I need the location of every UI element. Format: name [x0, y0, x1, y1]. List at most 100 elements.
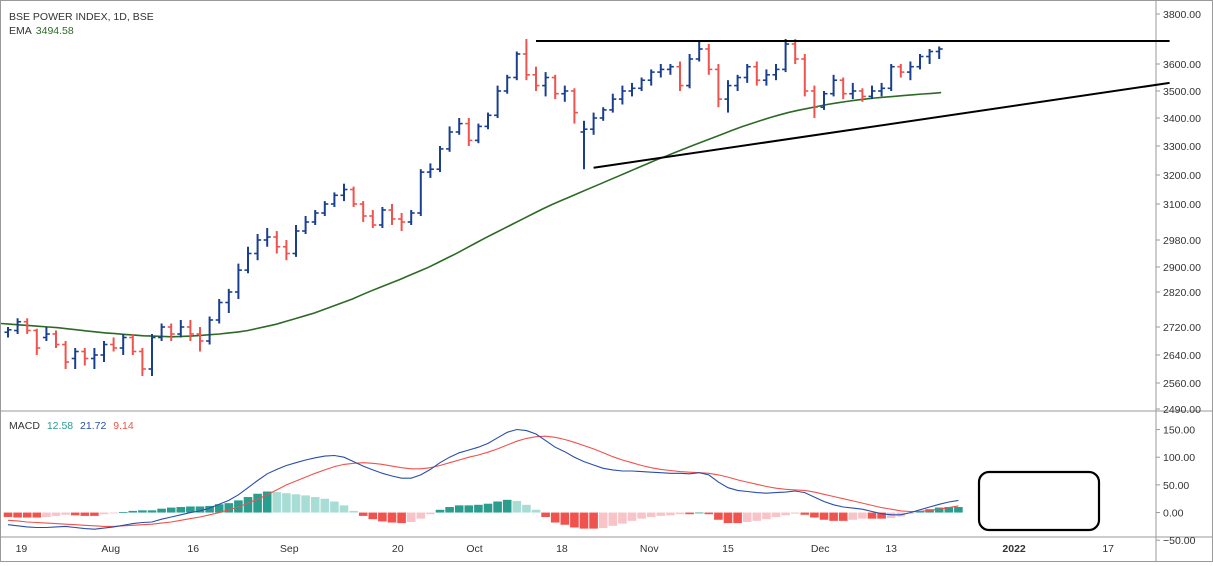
macd-histogram-bar — [80, 512, 90, 516]
ohlc-bar — [666, 64, 674, 75]
macd-histogram-bar — [397, 512, 406, 524]
ohlc-bar — [714, 64, 722, 108]
macd-histogram-bar — [666, 512, 675, 516]
macd-histogram-bar — [61, 512, 70, 515]
macd-histogram-bar — [934, 507, 944, 513]
ohlc-bar — [177, 320, 185, 338]
macd-line — [7, 428, 959, 530]
ohlc-bar — [263, 228, 271, 247]
ohlc-bar — [350, 186, 358, 207]
ohlc-bar — [839, 77, 847, 100]
macd-histogram-bar — [157, 508, 166, 513]
time-tick-label: 17 — [1102, 543, 1114, 555]
macd-histogram-bar — [42, 512, 51, 517]
macd-tick-label: −50.00 — [1163, 535, 1196, 547]
macd-histogram-bar — [416, 512, 426, 519]
ema-value: 3494.58 — [35, 25, 74, 37]
time-tick-label: 19 — [16, 543, 28, 555]
ohlc-bar — [676, 61, 684, 91]
macd-histogram-bar — [406, 512, 416, 522]
macd-histogram-bar — [186, 506, 195, 513]
ohlc-bar — [542, 72, 550, 97]
macd-histogram-bar — [445, 507, 454, 513]
macd-histogram-bar — [954, 507, 963, 513]
ohlc-bar — [734, 74, 742, 91]
ohlc-bar — [158, 323, 166, 341]
time-tick-label: Sep — [280, 543, 299, 555]
macd-legend: MACD 12.58 21.72 9.14 — [9, 419, 138, 433]
macd-histogram-bar — [608, 512, 618, 526]
ohlc-bar — [849, 82, 857, 100]
macd-hist-value: 12.58 — [46, 420, 74, 432]
macd-histogram-bar — [848, 512, 858, 520]
ohlc-bar — [234, 263, 242, 299]
macd-histogram-bar — [13, 512, 22, 518]
time-tick-label: Aug — [101, 543, 120, 555]
price-tick-label: 2640.00 — [1163, 350, 1201, 362]
ohlc-bar — [225, 288, 233, 313]
macd-histogram-bar — [262, 491, 272, 513]
macd-histogram-bar — [829, 512, 838, 521]
macd-histogram-bar — [378, 512, 387, 522]
macd-histogram-bar — [70, 512, 80, 516]
macd-histogram-bar — [598, 512, 608, 529]
macd-histogram-bar — [925, 509, 934, 513]
ohlc-bar — [282, 240, 290, 261]
ohlc-bar — [196, 327, 204, 352]
ohlc-bar — [638, 77, 646, 91]
ohlc-bar — [186, 320, 194, 341]
ohlc-bar — [52, 330, 60, 348]
macd-histogram-bar — [733, 512, 742, 524]
ema-line — [0, 91, 942, 338]
ohlc-bar — [369, 210, 377, 228]
price-tick-label: 2900.00 — [1163, 262, 1201, 274]
macd-histogram-bar — [118, 512, 128, 513]
macd-histogram-bar — [454, 505, 464, 513]
ohlc-bar — [388, 204, 396, 225]
ohlc-bar — [657, 64, 665, 78]
ohlc-bar — [119, 334, 127, 355]
ohlc-bar — [906, 61, 914, 81]
ohlc-bar — [110, 337, 118, 352]
ohlc-bar — [417, 169, 425, 216]
macd-histogram-bar — [474, 504, 483, 513]
macd-histogram-bar — [387, 512, 397, 523]
ohlc-bar — [830, 74, 838, 97]
macd-histogram-bar — [790, 512, 800, 514]
price-tick-label: 3100.00 — [1163, 199, 1201, 211]
ohlc-bar — [359, 201, 367, 222]
ohlc-bar — [455, 118, 463, 135]
macd-histogram-bar — [762, 512, 771, 520]
ohlc-bar — [782, 39, 790, 73]
macd-histogram-bar — [138, 510, 147, 513]
ohlc-bar — [561, 85, 569, 102]
ohlc-bar — [167, 323, 175, 341]
macd-histogram-bar — [522, 504, 531, 513]
ohlc-bar — [551, 74, 559, 100]
ohlc-bar — [273, 231, 281, 254]
ohlc-bar — [148, 334, 156, 376]
macd-histogram-bar — [291, 494, 301, 513]
macd-histogram-bar — [205, 505, 214, 513]
macd-histogram-bar — [877, 512, 886, 519]
macd-histogram-bar — [368, 512, 378, 520]
macd-histogram-bar — [90, 512, 99, 516]
ohlc-bar — [618, 85, 626, 105]
macd-histogram-bar — [99, 512, 109, 515]
macd-line-value: 21.72 — [80, 420, 107, 432]
ohlc-bar — [628, 82, 636, 97]
ohlc-bar — [686, 54, 694, 89]
ohlc-bar — [753, 61, 761, 86]
macd-histogram-bar — [637, 512, 646, 519]
macd-histogram-bar — [838, 512, 848, 521]
ohlc-bar — [398, 213, 406, 231]
ohlc-bar — [599, 107, 607, 121]
macd-histogram-bar — [742, 512, 752, 522]
ohlc-bar — [801, 54, 809, 97]
ohlc-bar — [446, 126, 454, 152]
ohlc-bar — [580, 120, 588, 170]
ohlc-bar — [724, 80, 732, 113]
price-tick-label: 3200.00 — [1163, 170, 1201, 182]
ohlc-bar — [62, 341, 70, 369]
macd-tick-label: 100.00 — [1163, 452, 1195, 464]
